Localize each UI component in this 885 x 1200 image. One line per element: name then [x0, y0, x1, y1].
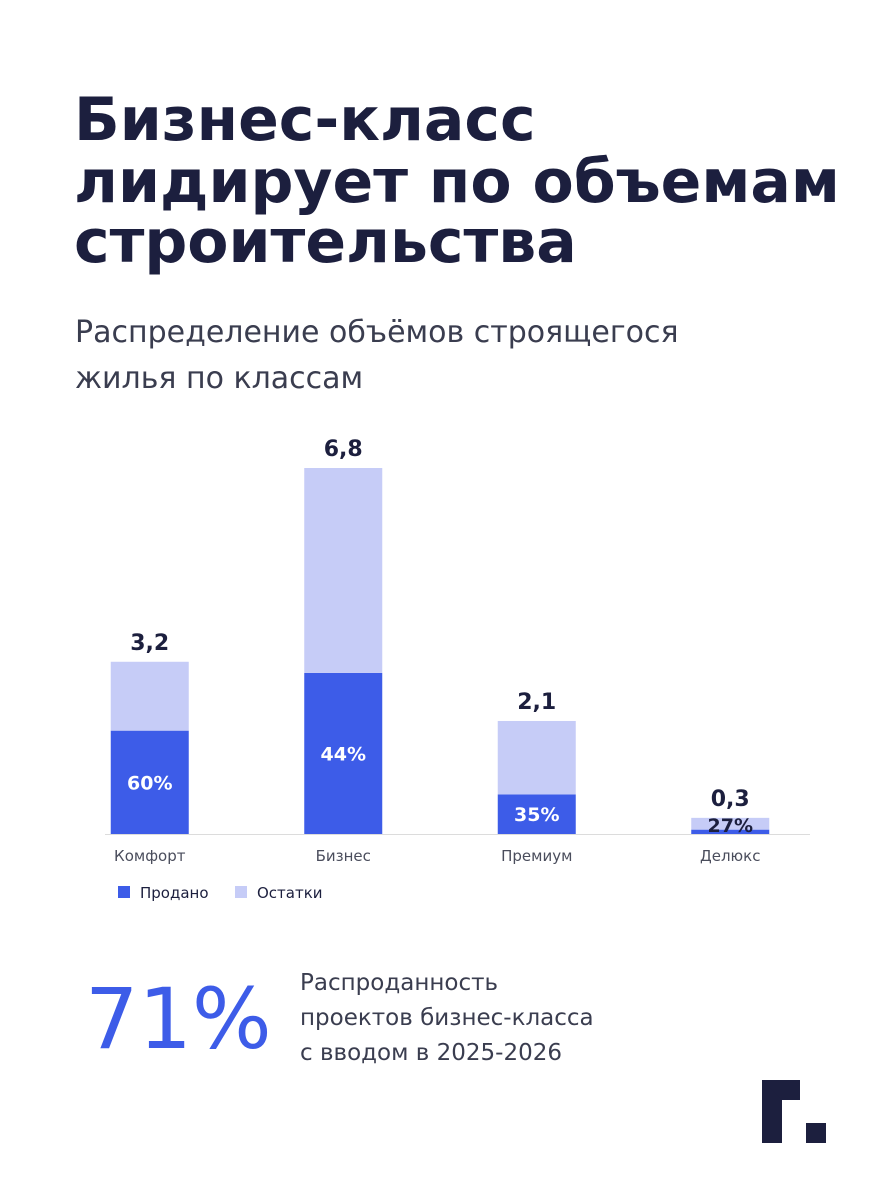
subtitle-line: Распределение объёмов строящегося [75, 315, 679, 350]
title-line: Бизнес-класс [74, 85, 536, 155]
subtitle-line: жилья по классам [75, 361, 363, 396]
bar-segment [497, 794, 576, 834]
logo-stem [762, 1080, 782, 1143]
legend-label: Продано [140, 884, 209, 902]
x-tick-label: Комфорт [114, 847, 186, 865]
callout-text: проектов бизнес-класса [300, 1005, 594, 1031]
bar-segment [691, 817, 770, 830]
bar-segment [304, 468, 383, 673]
title-line: строительства [74, 207, 577, 277]
callout-value: 71% [85, 970, 272, 1068]
share-label: 60% [127, 772, 172, 794]
share-label: 27% [708, 815, 753, 837]
title-line: лидирует по объемам [74, 147, 840, 217]
share-label: 44% [321, 743, 366, 765]
bar-segment [110, 661, 189, 731]
total-label: 0,3 [711, 787, 750, 812]
bar-segment [110, 730, 189, 834]
callout-text: Распроданность [300, 970, 498, 996]
x-tick-label: Делюкс [700, 847, 760, 865]
bar-segment [497, 720, 576, 795]
x-tick-label: Бизнес [316, 847, 371, 865]
logo-arm [762, 1080, 800, 1100]
logo [762, 1080, 826, 1143]
legend-swatch [235, 886, 247, 898]
bar-segment [304, 672, 383, 834]
total-label: 3,2 [130, 631, 169, 656]
x-tick-label: Премиум [501, 847, 572, 865]
callout-text: с вводом в 2025-2026 [300, 1040, 562, 1066]
legend-swatch [118, 886, 130, 898]
bar-segment [691, 829, 770, 834]
logo-dot [806, 1123, 826, 1143]
legend-label: Остатки [257, 884, 323, 902]
share-label: 35% [514, 804, 559, 826]
total-label: 2,1 [517, 690, 556, 715]
total-label: 6,8 [324, 437, 363, 462]
